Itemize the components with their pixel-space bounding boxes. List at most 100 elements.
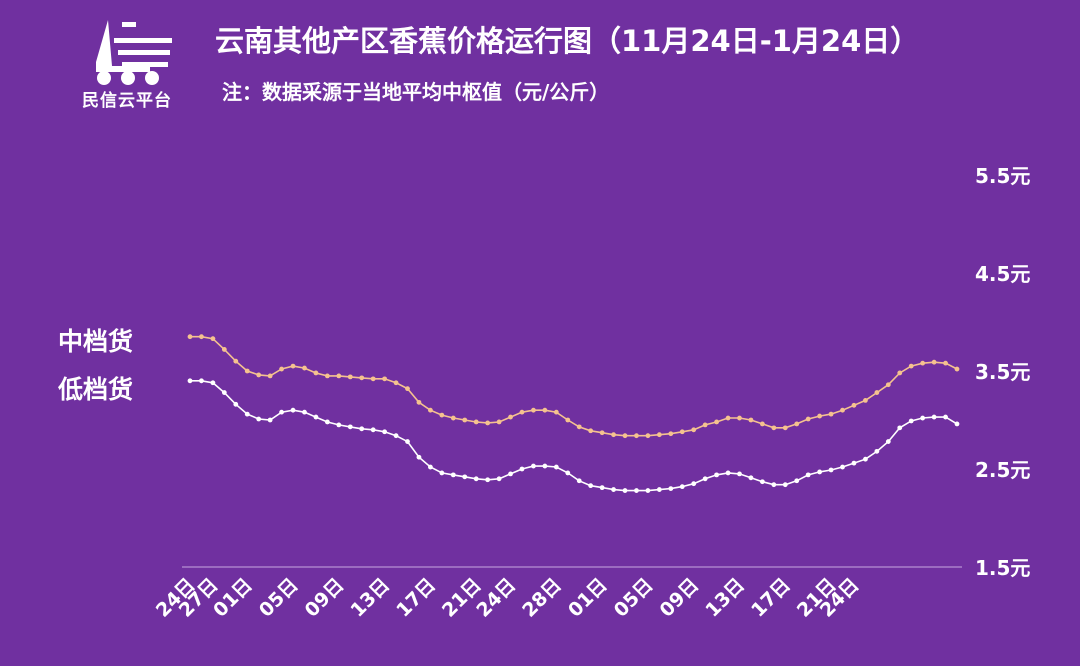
low-grade-data-point <box>576 478 582 484</box>
mid-grade-data-point <box>347 374 353 380</box>
mid-grade-data-point <box>519 409 525 415</box>
mid-grade-data-point <box>199 334 204 340</box>
mid-grade-data-point <box>450 415 456 421</box>
low-grade-data-point <box>416 454 422 460</box>
low-grade-data-point <box>645 488 651 493</box>
mid-grade-data-point <box>576 424 582 430</box>
x-tick-label: 13日 <box>701 574 749 622</box>
mid-grade-data-point <box>656 432 662 438</box>
x-tick-label: 13日 <box>346 574 394 622</box>
low-grade-data-point <box>943 414 948 420</box>
mid-grade-data-point <box>290 363 296 369</box>
chart-title: 云南其他产区香蕉价格运行图（11月24日-1月24日） <box>215 24 920 58</box>
low-grade-data-point <box>863 456 868 462</box>
low-grade-data-point <box>702 476 708 482</box>
mid-grade-data-point <box>302 365 307 371</box>
low-grade-data-point <box>290 407 296 413</box>
mid-grade-data-point <box>828 411 834 417</box>
low-grade-data-point <box>931 414 937 420</box>
low-grade-data-point <box>221 390 227 395</box>
low-grade-data-point <box>279 409 284 415</box>
low-grade-data-point <box>714 472 719 478</box>
mid-grade-data-point <box>531 407 536 413</box>
mid-grade-data-point <box>279 366 284 372</box>
mid-grade-data-point <box>634 433 639 439</box>
mid-grade-data-point <box>565 417 571 423</box>
low-grade-data-point <box>874 448 880 454</box>
low-grade-data-point <box>954 421 960 427</box>
mid-grade-data-point <box>794 421 800 427</box>
low-grade-data-point <box>428 464 433 470</box>
mid-grade-data-point <box>370 376 376 382</box>
low-grade-data-point <box>519 466 525 472</box>
low-grade-data-point <box>187 378 193 384</box>
mid-grade-data-point <box>439 412 445 418</box>
mid-grade-data-point <box>920 360 926 366</box>
low-grade-data-point <box>782 482 788 488</box>
mid-grade-data-point <box>599 430 605 436</box>
mid-grade-data-point <box>611 432 616 438</box>
mid-grade-data-point <box>863 398 868 403</box>
low-grade-data-point <box>347 424 353 430</box>
mid-grade-data-point <box>714 419 719 425</box>
mid-grade-data-point <box>233 358 239 364</box>
low-grade-data-point <box>210 380 216 386</box>
mid-grade-data-point <box>336 373 342 379</box>
low-grade-data-point <box>622 488 628 493</box>
low-grade-data-point <box>542 463 548 469</box>
low-grade-data-point <box>450 472 456 478</box>
low-grade-data-point <box>553 464 559 470</box>
mid-grade-data-point <box>737 415 742 421</box>
low-grade-data-point <box>439 470 445 476</box>
low-grade-data-point <box>233 401 239 407</box>
low-grade-data-point <box>336 422 342 428</box>
x-tick-label: 28日 <box>518 574 566 622</box>
low-grade-data-point <box>908 418 914 424</box>
low-grade-data-point <box>565 470 571 476</box>
y-tick-label: 3.5元 <box>975 360 1030 384</box>
mid-grade-data-point <box>416 399 422 405</box>
x-tick-label: 01日 <box>564 574 612 622</box>
mid-grade-data-point <box>645 433 651 439</box>
mid-grade-data-point <box>805 416 811 422</box>
low-grade-data-point <box>920 415 926 421</box>
low-grade-data-point <box>771 482 777 488</box>
mid-grade-data-point <box>885 382 891 388</box>
mid-grade-data-point <box>588 428 594 434</box>
mid-grade-data-point <box>256 372 262 378</box>
low-grade-data-point <box>897 425 903 431</box>
mid-grade-data-point <box>748 417 754 423</box>
logo-icon <box>96 20 172 85</box>
y-tick-label: 1.5元 <box>975 556 1030 580</box>
x-tick-label: 01日 <box>209 574 257 622</box>
x-tick-label: 21日 <box>438 574 486 622</box>
low-grade-data-point <box>382 429 388 435</box>
y-tick-label: 4.5元 <box>975 262 1030 286</box>
low-grade-data-point <box>759 479 765 485</box>
mid-grade-data-point <box>428 407 433 413</box>
x-tick-label: 09日 <box>301 574 349 622</box>
mid-grade-data-point <box>897 370 903 376</box>
low-grade-data-point <box>805 472 811 478</box>
mid-grade-data-point <box>691 427 697 433</box>
mid-grade-data-point <box>908 363 914 369</box>
low-grade-data-point <box>817 469 823 475</box>
mid-grade-data-point <box>244 368 250 374</box>
legend-low-grade: 低档货 <box>58 375 134 404</box>
low-grade-data-point <box>611 487 616 492</box>
x-tick-label: 24日 <box>472 574 520 622</box>
low-grade-data-point <box>794 478 800 484</box>
mid-grade-data-point <box>817 413 823 419</box>
mid-grade-data-point <box>782 425 788 431</box>
low-grade-data-point <box>370 427 376 433</box>
low-grade-data-point <box>199 378 204 384</box>
mid-grade-data-point <box>496 419 502 425</box>
low-grade-data-point <box>256 416 262 422</box>
mid-grade-data-point <box>542 407 548 413</box>
low-grade-data-point <box>851 460 857 466</box>
mid-grade-data-point <box>382 376 388 382</box>
low-grade-data-point <box>313 414 319 420</box>
low-grade-data-point <box>588 483 594 489</box>
low-grade-data-point <box>531 463 536 469</box>
y-tick-label: 5.5元 <box>975 164 1030 188</box>
